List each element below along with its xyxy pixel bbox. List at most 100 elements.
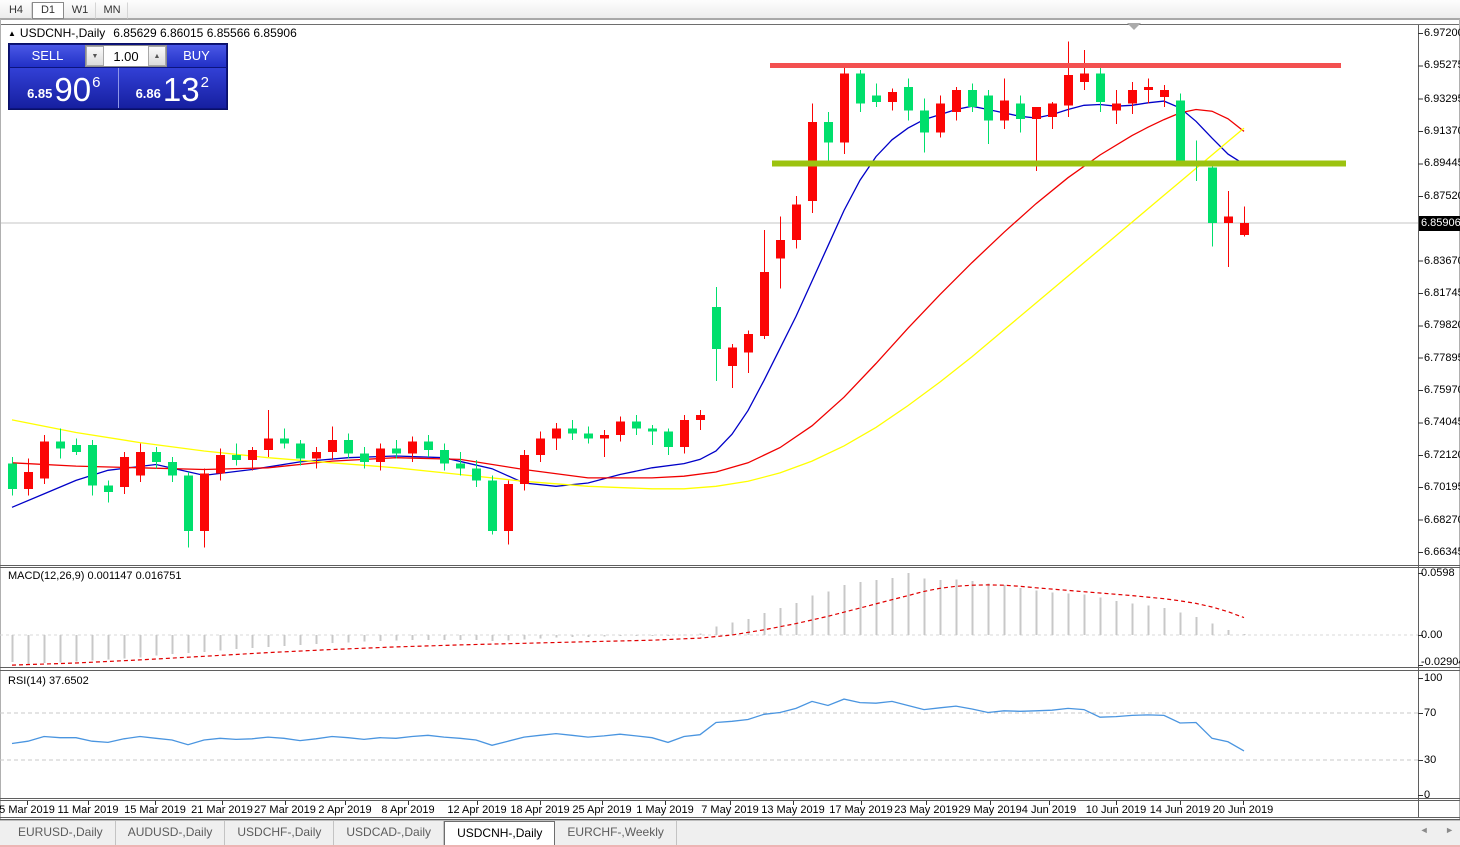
candle-body-bull (328, 440, 337, 452)
chart-tab-audusd-daily[interactable]: AUDUSD-,Daily (116, 821, 226, 846)
rsi-axis-label: 30 (1424, 753, 1437, 766)
macd-histogram-bar (251, 635, 254, 648)
macd-histogram-bar (539, 635, 542, 639)
candle-body-bull (1112, 103, 1121, 111)
volume-input[interactable] (104, 46, 148, 66)
macd-histogram-bar (587, 635, 590, 637)
candle-body-bear (1016, 103, 1025, 119)
current-price-label: 6.85906 (1419, 216, 1460, 231)
volume-increase-button[interactable]: ▲ (148, 46, 166, 66)
macd-histogram-bar (779, 608, 782, 635)
date-axis-label: 27 Mar 2019 (254, 804, 316, 816)
timeframe-h4-button[interactable]: H4 (0, 2, 32, 19)
date-axis-label: 5 Mar 2019 (0, 804, 55, 816)
sell-button[interactable]: SELL (10, 45, 85, 67)
price-axis-label: 6.68270 (1424, 513, 1460, 526)
date-axis-label: 21 Mar 2019 (191, 804, 253, 816)
candle-body-bull (536, 438, 545, 456)
candle-body-bear (632, 421, 641, 429)
price-axis-label: 6.77895 (1424, 351, 1460, 364)
candle-body-bear (824, 122, 833, 143)
macd-histogram-bar (363, 635, 366, 642)
candle-body-bear (472, 468, 481, 481)
chart-tab-usdchf-daily[interactable]: USDCHF-,Daily (225, 821, 335, 846)
macd-histogram-bar (939, 580, 942, 635)
candle-body-bull (376, 448, 385, 462)
macd-histogram-bar (507, 635, 510, 641)
macd-histogram-bar (219, 635, 222, 651)
candle-body-bull (1080, 73, 1089, 82)
candle-body-bear (712, 307, 721, 350)
candle-body-bull (1224, 216, 1233, 224)
chart-tab-usdcad-daily[interactable]: USDCAD-,Daily (334, 821, 445, 846)
macd-histogram-bar (987, 583, 990, 635)
collapse-triangle-icon[interactable]: ▲ (8, 29, 16, 38)
macd-histogram-bar (811, 595, 814, 635)
macd-histogram-bar (875, 580, 878, 635)
macd-histogram-bar (843, 585, 846, 635)
macd-histogram-bar (459, 635, 462, 640)
macd-histogram-bar (571, 635, 574, 638)
macd-histogram-bar (235, 635, 238, 649)
price-axis-label: 6.97200 (1424, 27, 1460, 40)
macd-histogram-bar (43, 635, 46, 663)
candle-body-bear (648, 428, 657, 432)
macd-histogram-bar (395, 635, 398, 641)
timeframe-mn-button[interactable]: MN (96, 2, 128, 19)
macd-histogram-bar (1131, 603, 1134, 635)
candle-body-bear (904, 86, 913, 111)
volume-decrease-button[interactable]: ▼ (86, 46, 104, 66)
candle-body-bull (1000, 100, 1009, 121)
chart-tab-usdcnh-daily[interactable]: USDCNH-,Daily (444, 821, 556, 846)
chart-tab-eurchf-weekly[interactable]: EURCHF-,Weekly (555, 821, 677, 846)
date-axis-label: 14 Jun 2019 (1149, 804, 1211, 816)
candle-body-bull (248, 450, 257, 461)
date-axis-label: 29 May 2019 (958, 804, 1022, 816)
price-axis-label: 6.95275 (1424, 59, 1460, 72)
tab-scroll-left-arrow[interactable]: ◄ (1419, 825, 1429, 835)
macd-histogram-bar (1243, 633, 1246, 635)
candle-body-bull (136, 451, 145, 476)
macd-histogram-bar (299, 635, 302, 645)
candle-body-bear (456, 463, 465, 469)
candle-body-bear (568, 428, 577, 434)
buy-button[interactable]: BUY (167, 45, 226, 67)
timeframe-w1-button[interactable]: W1 (64, 2, 96, 19)
candle-body-bull (120, 456, 129, 488)
macd-histogram-bar (1163, 608, 1166, 635)
macd-histogram-bar (971, 581, 974, 635)
macd-histogram-bar (603, 635, 606, 637)
chart-tab-eurusd-daily[interactable]: EURUSD-,Daily (6, 821, 116, 846)
chart-ohlc-values: 6.85629 6.86015 6.85566 6.85906 (113, 26, 297, 40)
buy-price-display[interactable]: 6.86 13 2 (118, 68, 226, 108)
price-axis-label: 6.89445 (1424, 157, 1460, 170)
macd-indicator-label: MACD(12,26,9) 0.001147 0.016751 (8, 570, 182, 582)
macd-histogram-bar (1115, 600, 1118, 635)
macd-histogram-bar (1147, 605, 1150, 635)
candle-body-bull (1064, 75, 1073, 106)
macd-histogram-bar (475, 635, 478, 641)
macd-histogram-bar (187, 635, 190, 654)
timeframe-d1-button[interactable]: D1 (32, 2, 64, 19)
macd-histogram-bar (923, 578, 926, 635)
macd-histogram-bar (827, 591, 830, 635)
sell-price-display[interactable]: 6.85 90 6 (10, 68, 119, 108)
date-axis-label: 7 May 2019 (701, 804, 759, 816)
candle-body-bear (104, 485, 113, 493)
macd-histogram-bar (699, 633, 702, 635)
macd-histogram-bar (155, 635, 158, 656)
candle-body-bear (8, 463, 17, 489)
chart-symbol-label: USDCNH-,Daily (19, 26, 106, 40)
candle-body-bear (424, 441, 433, 451)
macd-histogram-bar (91, 635, 94, 661)
date-axis-label: 15 Mar 2019 (124, 804, 186, 816)
macd-histogram-bar (1019, 587, 1022, 635)
date-axis-label: 13 May 2019 (761, 804, 825, 816)
candle-body-bear (856, 73, 865, 104)
candle-body-bear (168, 461, 177, 476)
macd-histogram-bar (635, 635, 638, 636)
candle-body-bull (1128, 90, 1137, 104)
candle-body-bear (1176, 100, 1185, 163)
tab-scroll-right-arrow[interactable]: ► (1445, 825, 1454, 835)
